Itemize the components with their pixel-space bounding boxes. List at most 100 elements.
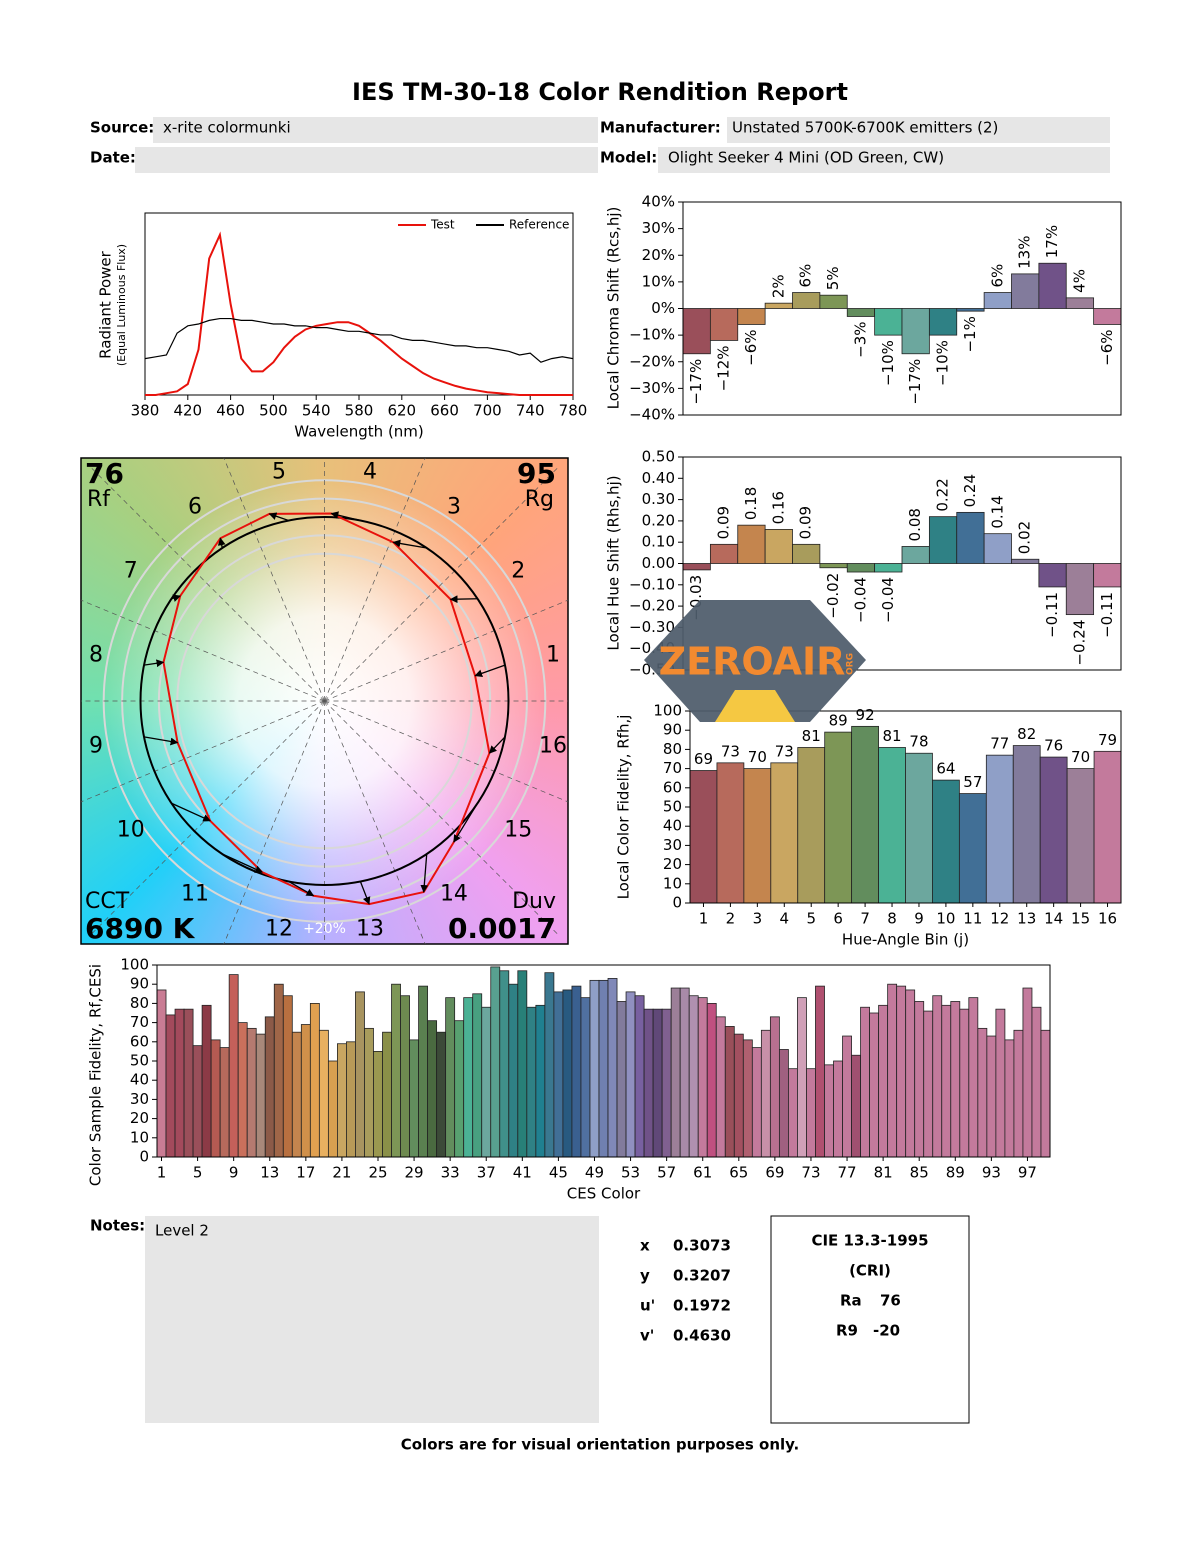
bar [878,747,906,904]
x-tick-label: 65 [729,1164,748,1182]
data-label: 70 [1071,748,1090,766]
bar [1011,273,1040,309]
bar [679,987,690,1158]
x-tick-label: 9 [229,1164,239,1182]
notes: Level 2 [155,1222,209,1240]
bin-label: 2 [511,559,525,584]
bar [661,1008,672,1158]
bar [607,978,618,1158]
data-label: 77 [990,735,1009,753]
x-tick-label: 420 [173,402,202,420]
rf-label: Rf [87,487,111,512]
bar [716,762,745,904]
data-label: 89 [829,712,848,730]
coord-label: y [640,1267,650,1285]
x-axis-label: CES Color [567,1185,641,1203]
y-tick-label: 90 [663,721,682,739]
bar [760,1029,771,1158]
y-tick-label: 30 [130,1090,149,1108]
bar [264,1016,275,1158]
value: Olight Seeker 4 Mini (OD Green, CW) [668,149,944,167]
data-label: 0.16 [769,491,787,524]
cri-label: R9 [836,1322,858,1340]
bar [769,1016,780,1158]
y-tick-label: 50 [130,1052,149,1070]
bin-label: 9 [89,733,103,758]
bar [797,997,807,1158]
bar [806,1068,816,1158]
x-tick-label: 29 [405,1164,424,1182]
data-label: 5% [824,266,842,290]
bar [616,1001,627,1158]
watermark-road [715,690,795,722]
shift-arrow [222,853,263,873]
series-line [144,317,574,363]
bar [228,974,239,1158]
data-label: 17% [1043,225,1061,258]
bar [201,1004,212,1158]
bar [764,529,793,564]
bar [914,1001,925,1158]
bar [819,294,848,309]
bar [751,1047,762,1158]
bar [562,989,573,1158]
bar [956,308,985,312]
x-tick-label: 13 [260,1164,279,1182]
data-label: −0.24 [1070,620,1088,666]
bar [445,997,456,1158]
x-tick-label: 37 [477,1164,496,1182]
y-tick-label: 40 [663,817,682,835]
data-label: 73 [721,742,740,760]
bar [815,985,825,1158]
x-tick-label: 61 [693,1164,712,1182]
data-label: 57 [963,773,982,791]
shift-arrow [171,594,181,602]
x-axis-label: Wavelength (nm) [294,423,424,441]
bin-label: 4 [363,459,377,484]
x-tick-label: 740 [516,402,545,420]
bar [598,979,609,1158]
data-label: 78 [909,733,928,751]
bin-spoke [324,467,559,702]
bar [1038,563,1067,588]
bar [846,563,876,573]
plot-frame [682,201,1122,416]
bar [571,985,582,1158]
y-tick-label: 10% [642,272,675,290]
shift-arrow [171,802,211,822]
bar [481,1006,492,1158]
bar [219,1047,230,1158]
data-label: −10% [934,340,952,386]
bar [901,308,930,355]
data-label: −10% [879,340,897,386]
bar [941,1004,952,1158]
x-tick-label: 25 [368,1164,387,1182]
series-line [145,231,573,396]
rf: 76 [85,457,124,490]
bar [824,731,853,904]
bin-label: 7 [124,559,138,584]
y-tick-label: −0.20 [629,597,675,615]
label: Date: [90,149,136,167]
x-tick-label: 6 [833,910,843,928]
x-tick-label: 11 [963,910,982,928]
bar [770,762,799,904]
bar [544,972,555,1158]
title: IES TM-30-18 Color Rendition Report [352,78,848,106]
bar [983,533,1012,564]
data-label: 4% [1070,269,1088,293]
plot-frame [144,212,574,396]
bar [183,1008,194,1158]
bar [273,983,284,1158]
bar [764,302,793,309]
bin-label: 12 [265,917,293,942]
legend-label: Reference [509,218,569,232]
data-label: 0.18 [742,487,760,520]
x-tick-label: 16 [1098,910,1117,928]
bin-spoke [81,700,325,803]
bar [1065,563,1095,616]
bar [454,1020,465,1158]
x-tick-label: 540 [302,402,331,420]
bar [959,1008,970,1158]
